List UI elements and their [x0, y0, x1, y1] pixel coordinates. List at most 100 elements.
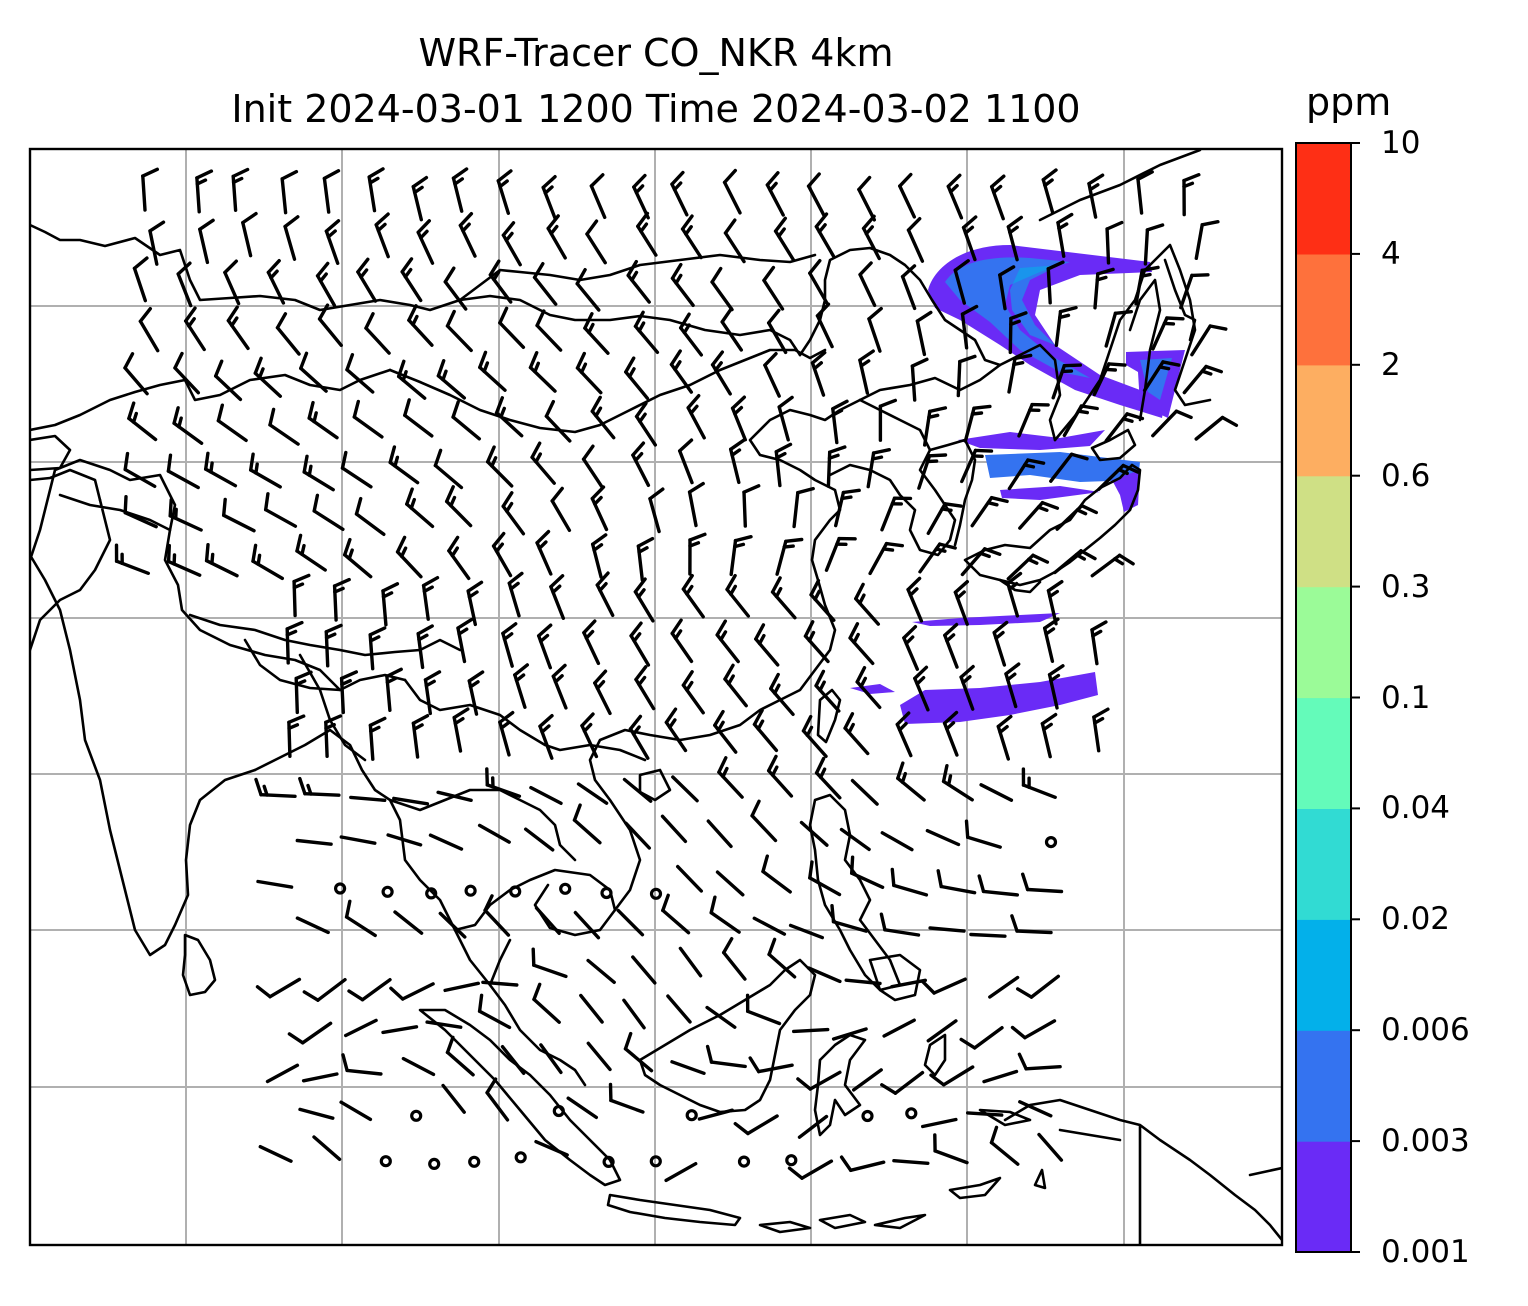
wind-barb — [722, 168, 742, 215]
wind-barb — [585, 219, 607, 265]
wind-barb — [332, 577, 351, 622]
wind-barb — [956, 354, 977, 398]
colorbar-tick-label: 0.6 — [1381, 457, 1431, 494]
colorbar-segment — [1296, 253, 1351, 366]
wind-barb — [433, 448, 464, 490]
wind-barb — [831, 1027, 868, 1041]
calm-wind-marker — [464, 884, 477, 897]
wind-barb — [203, 451, 238, 488]
wind-barb — [590, 485, 609, 532]
colorbar-segment — [1296, 586, 1351, 699]
colorbar-segment — [1296, 697, 1351, 809]
wind-barb — [946, 173, 964, 220]
wind-barb — [1006, 553, 1050, 581]
calm-wind-marker — [559, 882, 572, 895]
wind-barb — [824, 536, 857, 572]
wind-barb — [680, 214, 703, 260]
calm-wind-marker — [600, 886, 613, 900]
wind-barb — [857, 175, 876, 222]
calm-wind-marker — [785, 1154, 798, 1167]
border-central-asia — [30, 223, 802, 357]
coastline-south-china — [678, 398, 862, 742]
wind-barb — [441, 1083, 466, 1114]
wind-barb — [1049, 452, 1089, 483]
wind-barb — [792, 486, 815, 529]
wind-barb — [670, 618, 694, 664]
wind-barb — [715, 619, 740, 664]
wind-barb — [910, 357, 929, 402]
wind-barb — [1018, 501, 1060, 530]
wind-barb — [254, 777, 297, 798]
wind-barb — [1093, 267, 1115, 310]
wind-barb — [742, 484, 761, 528]
wind-barb — [256, 879, 294, 889]
wind-barb — [496, 169, 513, 216]
wind-barb — [723, 218, 746, 264]
wind-barb — [803, 620, 830, 664]
wind-barb — [996, 714, 1013, 761]
wind-barb — [1021, 767, 1057, 799]
wind-barb — [852, 1068, 883, 1092]
wind-barb — [374, 212, 390, 259]
wind-barb — [501, 221, 522, 267]
wind-barb — [195, 169, 214, 214]
tracer-plume — [850, 245, 1185, 724]
wind-barb — [844, 978, 882, 986]
wind-barb — [481, 980, 519, 987]
wind-barb — [535, 309, 563, 352]
wind-barb — [706, 819, 733, 849]
wind-barb — [925, 829, 961, 847]
wind-barb — [324, 219, 341, 265]
wind-barb — [477, 993, 512, 1030]
wind-barb — [1010, 914, 1053, 935]
wind-barb — [636, 536, 655, 582]
wind-barb — [315, 261, 337, 308]
wind-barb — [575, 351, 603, 395]
wind-barb — [428, 833, 464, 851]
wind-barb — [458, 211, 477, 258]
wind-barb — [982, 1069, 1019, 1084]
wind-barb — [340, 450, 373, 489]
wind-barb — [806, 966, 842, 984]
wind-barb — [679, 312, 703, 357]
wind-barb — [777, 395, 794, 442]
wind-barb — [483, 894, 511, 937]
coastline-sulawesi — [813, 1033, 867, 1137]
wind-barb — [280, 169, 299, 215]
map-title-line-2: Init 2024-03-01 1200 Time 2024-03-02 110… — [231, 87, 1081, 131]
calm-wind-marker — [514, 1151, 527, 1164]
wind-barb — [808, 860, 842, 897]
wind-barb — [866, 448, 891, 489]
wind-barb — [796, 1070, 842, 1091]
wind-barb — [678, 946, 703, 978]
wind-barb — [936, 869, 977, 895]
calm-wind-marker — [425, 887, 438, 900]
wind-barb — [491, 531, 513, 578]
wind-barb — [942, 710, 959, 757]
wind-barb — [1097, 463, 1140, 491]
wind-barb — [988, 975, 1020, 999]
wind-barb — [752, 916, 787, 936]
colorbar-tick-label: 0.1 — [1381, 679, 1431, 716]
wind-barb — [1018, 1100, 1053, 1118]
border-afghan-pak — [30, 493, 172, 652]
wind-barb — [539, 1043, 563, 1075]
wind-barb — [977, 874, 1019, 897]
wind-barb — [1051, 363, 1083, 400]
wind-barb — [622, 998, 646, 1030]
wind-barb — [501, 622, 518, 668]
wind-barb — [345, 353, 375, 394]
calm-wind-marker — [552, 1104, 565, 1118]
wind-barb — [447, 535, 471, 581]
wind-barb — [892, 1158, 930, 1166]
wind-barb — [1017, 402, 1050, 438]
wind-barb — [566, 1096, 598, 1120]
wind-barb — [183, 306, 206, 352]
wind-barb — [253, 356, 282, 398]
wind-barb — [861, 214, 881, 261]
wind-barb — [513, 663, 529, 709]
wind-barb — [745, 993, 782, 1026]
wind-barb — [774, 442, 793, 488]
wind-barb — [633, 577, 655, 623]
wind-barb — [761, 854, 792, 894]
